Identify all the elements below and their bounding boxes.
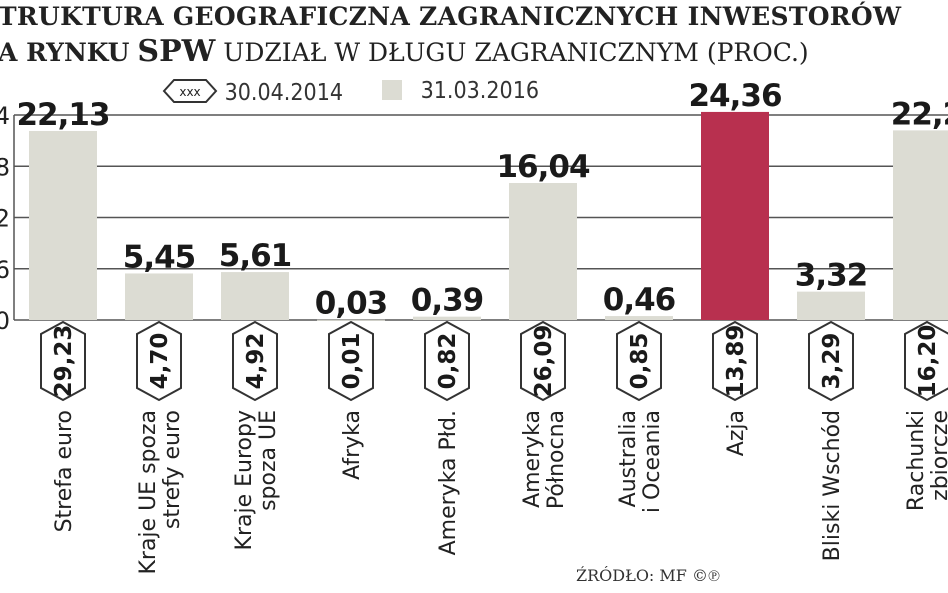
bar-value-label: 0,39: [411, 283, 484, 319]
bar-value-label: 0,03: [315, 286, 388, 322]
hexagon-label: 29,23: [40, 320, 86, 402]
hexagon-label: 16,20: [904, 320, 948, 402]
bar-value-label: 22,13: [16, 97, 109, 133]
legend-item-2014: xxx 30.04.2014: [162, 78, 343, 106]
bar: [221, 272, 289, 320]
hexagon-label: 13,89: [712, 320, 758, 402]
bar-value-label: 22,2: [891, 96, 948, 132]
category-label: Bliski Wschód: [820, 410, 845, 561]
legend-marker-text: xxx: [179, 85, 200, 99]
legend-label-2014: 30.04.2014: [224, 80, 344, 106]
y-tick-label: 24: [0, 102, 10, 130]
hexagon-shape: [904, 320, 948, 402]
category-label: strefy euro: [160, 410, 185, 529]
hexagon-label: 0,82: [424, 320, 470, 402]
hexagon-label: 4,92: [232, 320, 278, 402]
category-label: zbiorcze: [928, 410, 948, 501]
title-line2-spw: SPW: [137, 34, 216, 69]
bar: [797, 291, 865, 320]
hexagon-label: 4,70: [136, 320, 182, 402]
hexagon-label: 3,29: [808, 320, 854, 402]
hexagon-value-2014: 4,70: [147, 333, 173, 390]
bar: [701, 111, 769, 320]
bar: [125, 273, 193, 320]
hexagon-label: 0,85: [616, 320, 662, 402]
source-note: ŹRÓDŁO: MF ©℗: [576, 566, 721, 585]
hexagon-value-2014: 0,82: [435, 333, 461, 390]
category-label: Australia: [616, 410, 641, 507]
y-tick-label: 18: [0, 153, 10, 181]
chart-title-line2: A RYNKU SPW UDZIAŁ W DŁUGU ZAGRANICZNYM …: [0, 34, 809, 69]
bar: [29, 130, 97, 320]
hexagon-shape: [808, 320, 854, 402]
hexagon-value-2014: 0,85: [627, 333, 653, 390]
category-label: Kraje UE spoza: [136, 410, 161, 575]
title-line2-bold: A RYNKU: [0, 38, 130, 67]
bar: [509, 182, 577, 320]
category-label: Strefa euro: [52, 410, 77, 532]
y-tick-label: 12: [0, 205, 10, 233]
hexagon-value-2014: 29,23: [51, 325, 77, 398]
legend-label-2016: 31.03.2016: [420, 78, 540, 104]
hexagon-label: 26,09: [520, 320, 566, 402]
legend-hexagon-icon: xxx: [162, 79, 218, 103]
category-label: Rachunki: [904, 410, 929, 511]
hexagon-label: 0,01: [328, 320, 374, 402]
category-label: Azja: [724, 410, 749, 456]
chart-subtitle: UDZIAŁ W DŁUGU ZAGRANICZNYM (PROC.): [223, 38, 809, 67]
hexagon-value-2014: 26,09: [531, 325, 557, 398]
category-label: Ameryka: [520, 410, 545, 508]
bar: [605, 316, 673, 320]
hexagon-shape: [520, 320, 566, 402]
category-label: i Oceania: [640, 410, 665, 513]
bar-value-label: 3,32: [795, 258, 868, 294]
category-label: Kraje Europy: [232, 410, 257, 550]
category-label: spoza UE: [256, 410, 281, 511]
hexagon-shape: [136, 320, 182, 402]
hexagon-value-2014: 16,20: [915, 325, 941, 398]
hexagon-shape: [232, 320, 278, 402]
y-tick-label: 0: [0, 307, 10, 335]
y-tick-label: 6: [0, 256, 10, 284]
hexagon-value-2014: 13,89: [723, 325, 749, 398]
legend-item-2016: 31.03.2016: [382, 78, 539, 104]
bar-value-label: 0,46: [603, 282, 676, 318]
hexagon-shape: [328, 320, 374, 402]
category-label: Ameryka Płd.: [436, 410, 461, 555]
bar-value-label: 24,36: [688, 78, 781, 114]
bar: [413, 316, 481, 320]
hexagon-shape: [712, 320, 758, 402]
chart-title: TRUKTURA GEOGRAFICZNA ZAGRANICZNYCH INWE…: [0, 2, 902, 31]
bar-value-label: 5,61: [219, 238, 292, 274]
bar-value-label: 5,45: [123, 239, 196, 275]
bar-value-label: 16,04: [496, 149, 589, 185]
hexagon-value-2014: 4,92: [243, 333, 269, 390]
hexagon-value-2014: 3,29: [819, 333, 845, 390]
hexagon-shape: [40, 320, 86, 402]
category-label: Północna: [544, 410, 569, 509]
hexagon-value-2014: 0,01: [339, 333, 365, 390]
bar: [893, 130, 948, 320]
category-label: Afryka: [340, 410, 365, 480]
hexagon-shape: [424, 320, 470, 402]
bar: [317, 319, 385, 321]
legend-swatch: [382, 80, 402, 100]
hexagon-shape: [616, 320, 662, 402]
